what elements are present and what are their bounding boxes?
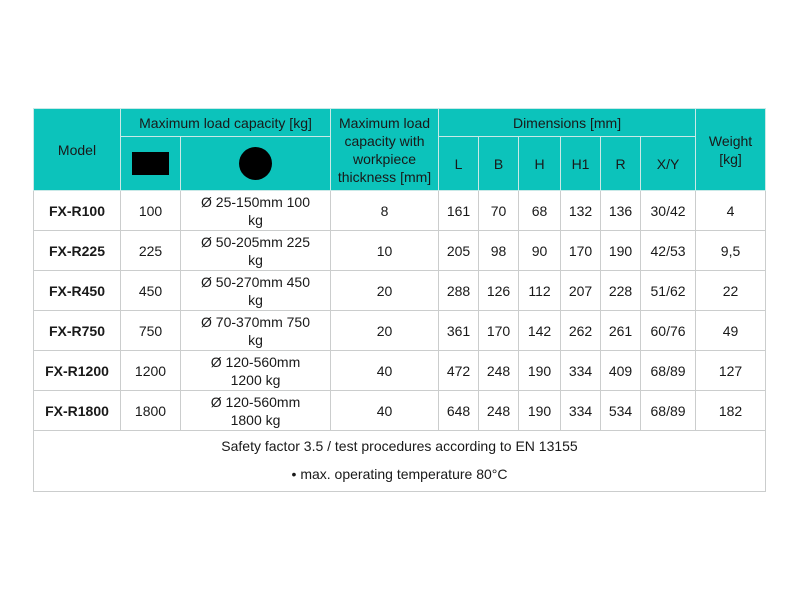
dim-L-cell: 472 bbox=[438, 350, 480, 391]
round-capacity-cell: Ø 50-205mm 225 kg bbox=[179, 230, 332, 271]
dim-B-cell: 70 bbox=[478, 190, 520, 231]
footer-notes-cell: Safety factor 3.5 / test procedures acco… bbox=[32, 430, 767, 492]
dim-H1-cell: 262 bbox=[560, 310, 602, 351]
dim-L-cell: 205 bbox=[438, 230, 480, 271]
dim-H-cell: 190 bbox=[518, 350, 562, 391]
rect-capacity-cell: 450 bbox=[120, 270, 181, 311]
weight-cell: 49 bbox=[695, 310, 767, 351]
header-dim-XY: X/Y bbox=[640, 136, 697, 191]
round-capacity-cell: Ø 50-270mm 450 kg bbox=[179, 270, 332, 311]
header-round-capacity-cell bbox=[179, 136, 332, 191]
header-dim-H: H bbox=[518, 136, 562, 191]
dim-L-cell: 288 bbox=[438, 270, 480, 311]
dim-H1-cell: 334 bbox=[560, 390, 602, 431]
rect-capacity-cell: 750 bbox=[120, 310, 181, 351]
header-max-load-capacity: Maximum load capacity [kg] bbox=[119, 108, 332, 137]
round-workpiece-icon bbox=[239, 147, 272, 180]
dim-H1-cell: 170 bbox=[560, 230, 602, 271]
dim-XY-cell: 30/42 bbox=[640, 190, 697, 231]
dim-XY-cell: 68/89 bbox=[640, 350, 697, 391]
weight-cell: 127 bbox=[695, 350, 767, 391]
dim-H1-cell: 132 bbox=[560, 190, 602, 231]
footer-row: Safety factor 3.5 / test procedures acco… bbox=[32, 430, 767, 492]
rect-capacity-cell: 1800 bbox=[120, 390, 181, 431]
weight-cell: 4 bbox=[695, 190, 767, 231]
table-row: FX-R225 225 Ø 50-205mm 225 kg 10 205 98 … bbox=[33, 230, 767, 271]
dim-H-cell: 68 bbox=[518, 190, 562, 231]
dim-H1-cell: 334 bbox=[560, 350, 602, 391]
weight-cell: 22 bbox=[695, 270, 767, 311]
workpiece-thickness-cell: 40 bbox=[330, 350, 440, 391]
dim-H1-cell: 207 bbox=[560, 270, 602, 311]
operating-temperature-note: • max. operating temperature 80°C bbox=[291, 466, 508, 482]
workpiece-thickness-cell: 8 bbox=[330, 190, 440, 231]
header-dim-L: L bbox=[438, 136, 480, 191]
dim-R-cell: 136 bbox=[600, 190, 642, 231]
table-row: FX-R750 750 Ø 70-370mm 750 kg 20 361 170… bbox=[33, 310, 767, 351]
dim-B-cell: 248 bbox=[478, 390, 520, 431]
table-row: FX-R1200 1200 Ø 120-560mm 1200 kg 40 472… bbox=[33, 350, 767, 391]
dim-XY-cell: 42/53 bbox=[640, 230, 697, 271]
workpiece-thickness-cell: 40 bbox=[330, 390, 440, 431]
round-capacity-cell: Ø 120-560mm 1200 kg bbox=[179, 350, 332, 391]
dim-XY-cell: 60/76 bbox=[640, 310, 697, 351]
rect-capacity-cell: 225 bbox=[120, 230, 181, 271]
dim-L-cell: 161 bbox=[438, 190, 480, 231]
workpiece-thickness-cell: 20 bbox=[330, 310, 440, 351]
header-dimensions: Dimensions [mm] bbox=[438, 108, 697, 137]
model-cell: FX-R100 bbox=[33, 190, 121, 231]
round-capacity-cell: Ø 120-560mm 1800 kg bbox=[179, 390, 332, 431]
table-row: FX-R450 450 Ø 50-270mm 450 kg 20 288 126… bbox=[33, 270, 767, 311]
model-cell: FX-R450 bbox=[33, 270, 121, 311]
weight-cell: 9,5 bbox=[695, 230, 767, 271]
workpiece-thickness-cell: 10 bbox=[330, 230, 440, 271]
model-cell: FX-R1800 bbox=[33, 390, 121, 431]
header-dim-R: R bbox=[600, 136, 642, 191]
workpiece-thickness-cell: 20 bbox=[330, 270, 440, 311]
dim-R-cell: 261 bbox=[600, 310, 642, 351]
dim-R-cell: 409 bbox=[600, 350, 642, 391]
dim-B-cell: 248 bbox=[478, 350, 520, 391]
header-model: Model bbox=[33, 108, 121, 191]
dim-L-cell: 648 bbox=[438, 390, 480, 431]
dim-H-cell: 142 bbox=[518, 310, 562, 351]
table-row: FX-R100 100 Ø 25-150mm 100 kg 8 161 70 6… bbox=[33, 190, 767, 231]
rect-capacity-cell: 100 bbox=[120, 190, 181, 231]
model-cell: FX-R1200 bbox=[33, 350, 121, 391]
model-cell: FX-R225 bbox=[33, 230, 121, 271]
dim-XY-cell: 51/62 bbox=[640, 270, 697, 311]
dim-H-cell: 90 bbox=[518, 230, 562, 271]
rectangular-workpiece-icon bbox=[132, 152, 169, 175]
rect-capacity-cell: 1200 bbox=[120, 350, 181, 391]
header-rect-capacity-cell bbox=[120, 136, 181, 191]
safety-factor-note: Safety factor 3.5 / test procedures acco… bbox=[221, 438, 578, 454]
dim-XY-cell: 68/89 bbox=[640, 390, 697, 431]
spec-table: Model Maximum load capacity [kg] Maximum… bbox=[32, 108, 767, 492]
dim-H-cell: 112 bbox=[518, 270, 562, 311]
product-spec-table: Model Maximum load capacity [kg] Maximum… bbox=[32, 108, 767, 492]
round-capacity-cell: Ø 25-150mm 100 kg bbox=[179, 190, 332, 231]
dim-B-cell: 98 bbox=[478, 230, 520, 271]
dim-R-cell: 534 bbox=[600, 390, 642, 431]
header-dim-B: B bbox=[478, 136, 520, 191]
dim-R-cell: 228 bbox=[600, 270, 642, 311]
dim-B-cell: 126 bbox=[478, 270, 520, 311]
dim-B-cell: 170 bbox=[478, 310, 520, 351]
table-row: FX-R1800 1800 Ø 120-560mm 1800 kg 40 648… bbox=[33, 390, 767, 431]
dim-L-cell: 361 bbox=[438, 310, 480, 351]
round-capacity-cell: Ø 70-370mm 750 kg bbox=[179, 310, 332, 351]
dim-R-cell: 190 bbox=[600, 230, 642, 271]
model-cell: FX-R750 bbox=[33, 310, 121, 351]
header-dim-H1: H1 bbox=[560, 136, 602, 191]
header-weight: Weight [kg] bbox=[695, 108, 767, 191]
dim-H-cell: 190 bbox=[518, 390, 562, 431]
weight-cell: 182 bbox=[695, 390, 767, 431]
header-max-load-workpiece: Maximum load capacity with workpiece thi… bbox=[330, 108, 440, 191]
